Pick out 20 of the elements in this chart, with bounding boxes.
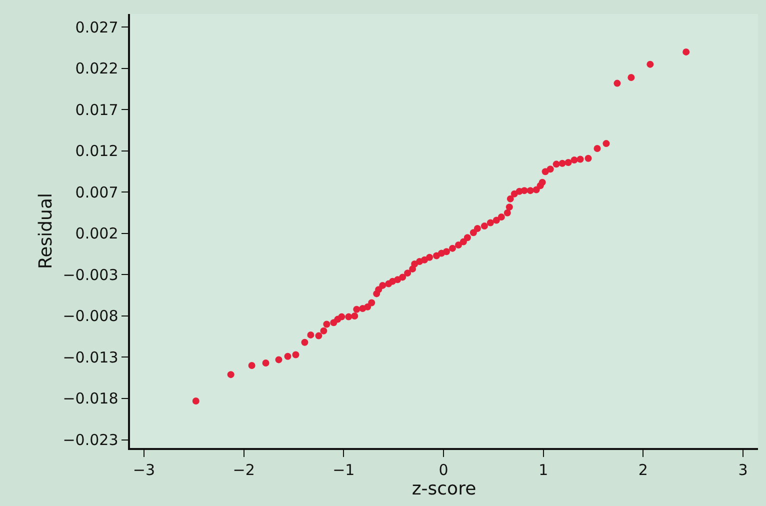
x-tick-label: 2 <box>638 460 648 479</box>
x-tick-label: 0 <box>438 460 448 479</box>
y-tick-label: 0.002 <box>75 224 118 243</box>
x-tick-label: 1 <box>538 460 548 479</box>
x-axis-title: z-score <box>412 478 476 500</box>
y-tick-label: −0.013 <box>62 348 118 366</box>
x-tick-label: −2 <box>232 460 255 479</box>
y-tick-label: 0.027 <box>75 18 118 36</box>
y-tick-label: 0.017 <box>75 100 118 119</box>
x-tick-label: −1 <box>332 460 355 479</box>
y-tick-label: −0.008 <box>62 307 118 326</box>
y-tick-label: 0.007 <box>75 183 118 202</box>
y-tick-label: −0.023 <box>62 431 118 449</box>
y-tick-label: 0.022 <box>75 60 118 78</box>
y-tick-label: 0.012 <box>75 142 118 160</box>
y-tick-label: −0.018 <box>62 390 118 408</box>
x-tick-label: 3 <box>738 460 748 479</box>
y-tick-label: −0.003 <box>62 266 118 284</box>
y-axis-title: Residual <box>35 192 56 270</box>
x-tick-label: −3 <box>132 460 156 479</box>
